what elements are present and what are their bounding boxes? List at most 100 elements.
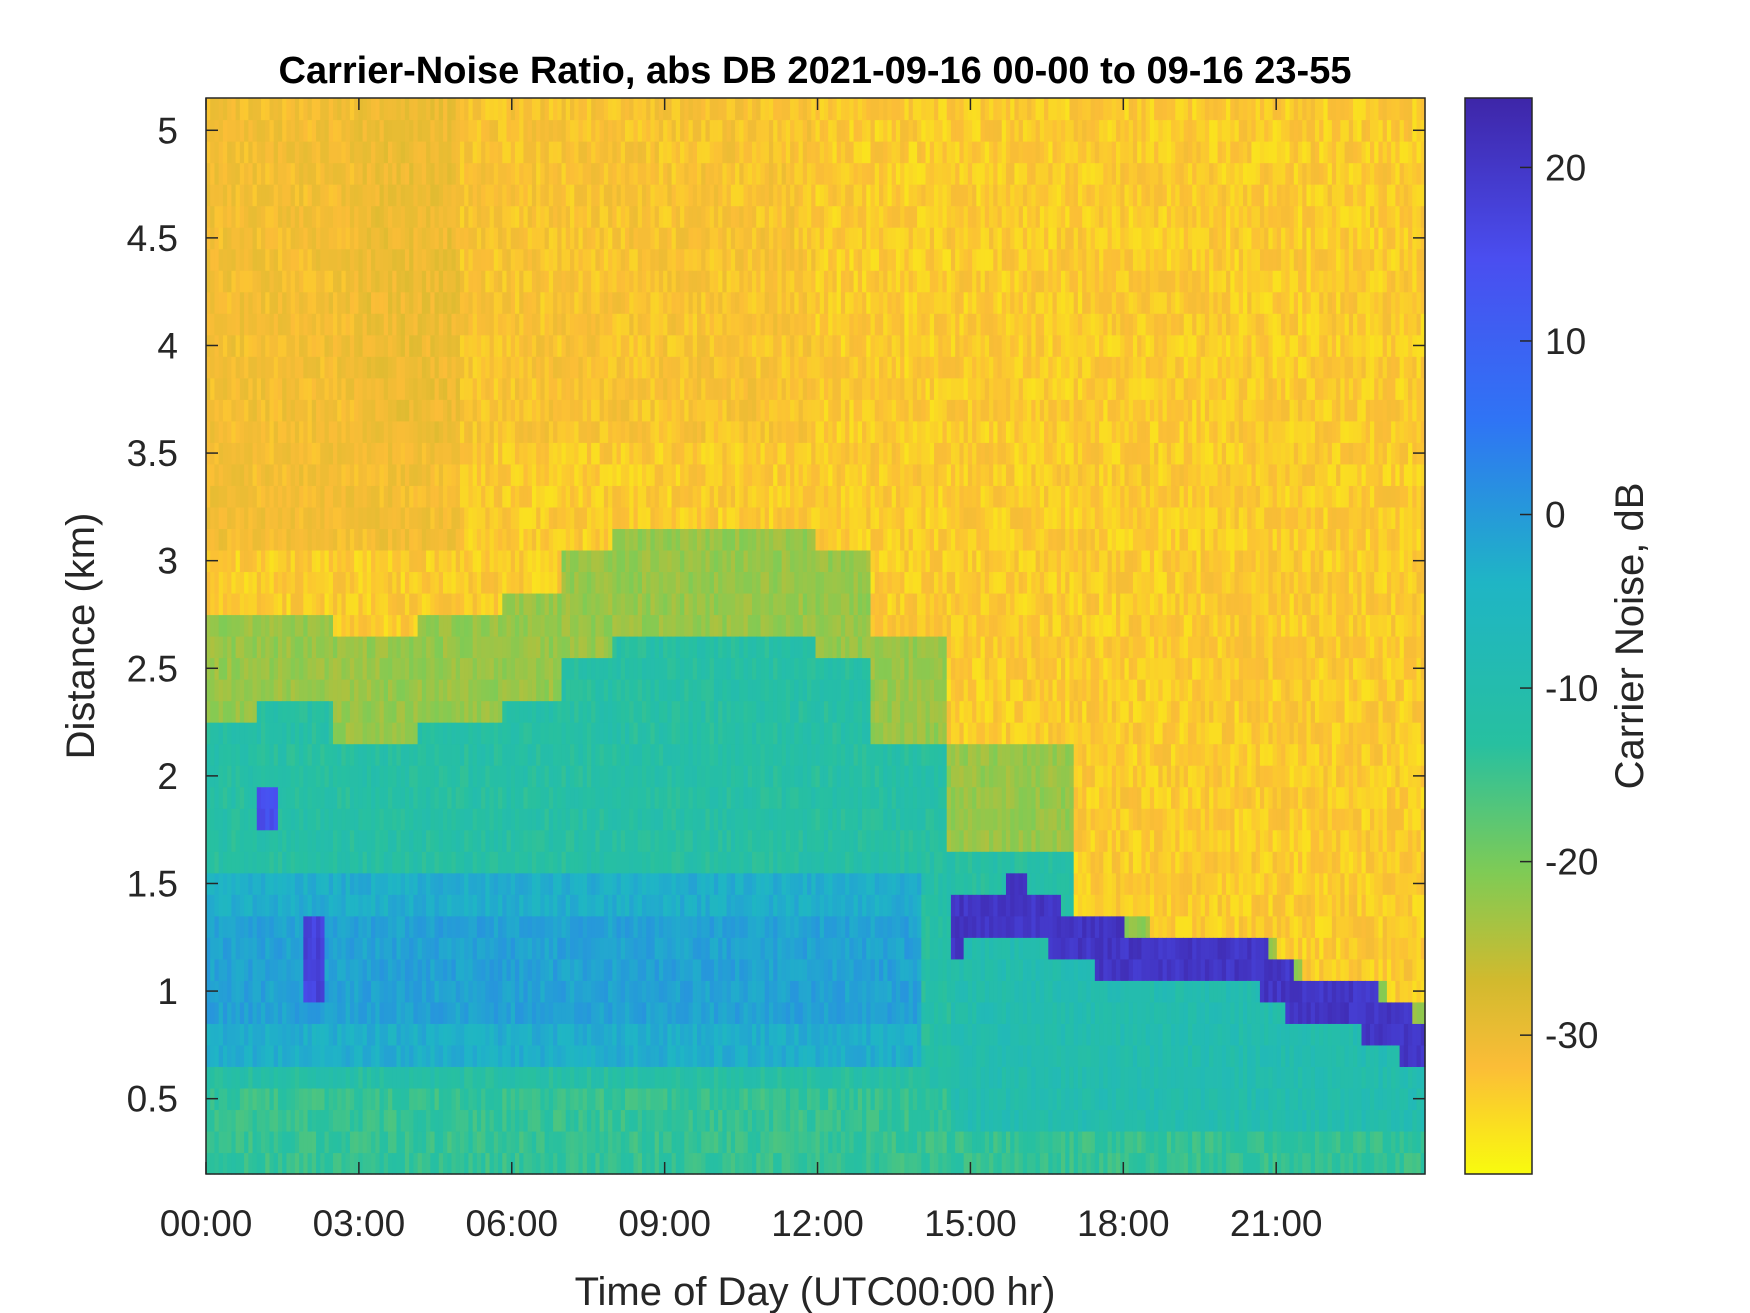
- heatmap-cell: [514, 356, 520, 379]
- heatmap-cell: [248, 98, 254, 121]
- heatmap-cell: [591, 786, 596, 809]
- heatmap-cell: [548, 636, 554, 659]
- heatmap-cell: [299, 98, 304, 121]
- heatmap-cell: [608, 1087, 613, 1111]
- heatmap-cell: [523, 700, 529, 723]
- heatmap-cell: [311, 1044, 317, 1067]
- heatmap-cell: [320, 227, 326, 250]
- heatmap-cell: [286, 1109, 292, 1132]
- heatmap-cell: [265, 506, 271, 529]
- heatmap-cell: [337, 614, 343, 637]
- heatmap-cell: [472, 571, 478, 594]
- heatmap-cell: [625, 722, 630, 745]
- heatmap-cell: [409, 592, 414, 616]
- heatmap-cell: [493, 592, 499, 616]
- heatmap-cell: [561, 313, 567, 336]
- heatmap-cell: [316, 958, 321, 981]
- heatmap-cell: [349, 636, 355, 659]
- heatmap-cell: [468, 808, 474, 831]
- heatmap-cell: [625, 1130, 630, 1154]
- heatmap-cell: [574, 1152, 580, 1175]
- heatmap-cell: [421, 313, 427, 336]
- heatmap-cell: [599, 463, 605, 486]
- heatmap-cell: [595, 205, 601, 228]
- heatmap-cell: [303, 1130, 309, 1154]
- heatmap-cell: [443, 184, 448, 207]
- heatmap-cell: [468, 205, 474, 228]
- heatmap-cell: [218, 1130, 224, 1154]
- heatmap-cell: [434, 119, 440, 142]
- heatmap-cell: [464, 958, 470, 981]
- heatmap-cell: [438, 485, 444, 508]
- heatmap-cell: [316, 872, 321, 895]
- heatmap-cell: [400, 700, 406, 723]
- heatmap-cell: [519, 184, 525, 207]
- heatmap-cell: [421, 700, 427, 723]
- heatmap-cell: [231, 162, 237, 185]
- heatmap-cell: [514, 636, 520, 659]
- heatmap-cell: [341, 442, 347, 465]
- heatmap-cell: [244, 765, 249, 788]
- heatmap-cell: [388, 420, 393, 443]
- heatmap-cell: [256, 894, 262, 917]
- heatmap-cell: [388, 722, 393, 745]
- heatmap-cell: [261, 722, 266, 745]
- heatmap-cell: [612, 442, 618, 465]
- heatmap-cell: [227, 786, 232, 809]
- heatmap-cell: [358, 915, 364, 938]
- heatmap-cell: [379, 377, 385, 400]
- heatmap-cell: [540, 808, 546, 831]
- heatmap-cell: [595, 657, 601, 680]
- heatmap-cell: [527, 786, 533, 809]
- heatmap-cell: [540, 1066, 546, 1089]
- heatmap-cell: [345, 592, 351, 616]
- heatmap-cell: [383, 248, 389, 271]
- heatmap-cell: [616, 786, 622, 809]
- heatmap-cell: [476, 291, 482, 314]
- heatmap-cell: [476, 1066, 482, 1089]
- heatmap-cell: [481, 98, 486, 121]
- heatmap-cell: [404, 1001, 410, 1024]
- heatmap-cell: [413, 1066, 419, 1089]
- heatmap-cell: [392, 485, 398, 508]
- heatmap-cell: [375, 313, 381, 336]
- heatmap-cell: [510, 592, 516, 616]
- heatmap-cell: [493, 485, 499, 508]
- heatmap-cell: [443, 119, 448, 142]
- heatmap-cell: [366, 592, 372, 616]
- heatmap-cell: [612, 313, 618, 336]
- heatmap-cell: [354, 851, 359, 874]
- heatmap-cell: [362, 549, 368, 573]
- heatmap-cell: [544, 420, 550, 443]
- heatmap-cell: [354, 205, 359, 228]
- heatmap-cell: [565, 1066, 571, 1089]
- heatmap-cell: [261, 227, 266, 250]
- heatmap-cell: [417, 399, 423, 422]
- heatmap-cell: [561, 98, 567, 121]
- heatmap-cell: [578, 937, 584, 960]
- heatmap-cell: [464, 872, 470, 895]
- heatmap-cell: [324, 119, 330, 142]
- heatmap-cell: [578, 657, 584, 680]
- heatmap-cell: [375, 356, 381, 379]
- heatmap-cell: [603, 399, 609, 422]
- heatmap-cell: [510, 356, 516, 379]
- heatmap-cell: [561, 1152, 567, 1175]
- heatmap-cell: [244, 356, 249, 379]
- heatmap-cell: [273, 851, 279, 874]
- heatmap-cell: [493, 1087, 499, 1111]
- heatmap-cell: [409, 162, 414, 185]
- heatmap-cell: [299, 205, 304, 228]
- heatmap-cell: [502, 291, 508, 314]
- heatmap-cell: [379, 915, 385, 938]
- heatmap-cell: [447, 119, 453, 142]
- heatmap-cell: [591, 915, 596, 938]
- heatmap-cell: [485, 184, 491, 207]
- heatmap-cell: [565, 786, 571, 809]
- heatmap-cell: [341, 549, 347, 573]
- heatmap-cell: [489, 915, 495, 938]
- heatmap-cell: [286, 958, 292, 981]
- heatmap-cell: [273, 98, 279, 121]
- heatmap-cell: [290, 851, 296, 874]
- heatmap-cell: [459, 98, 465, 121]
